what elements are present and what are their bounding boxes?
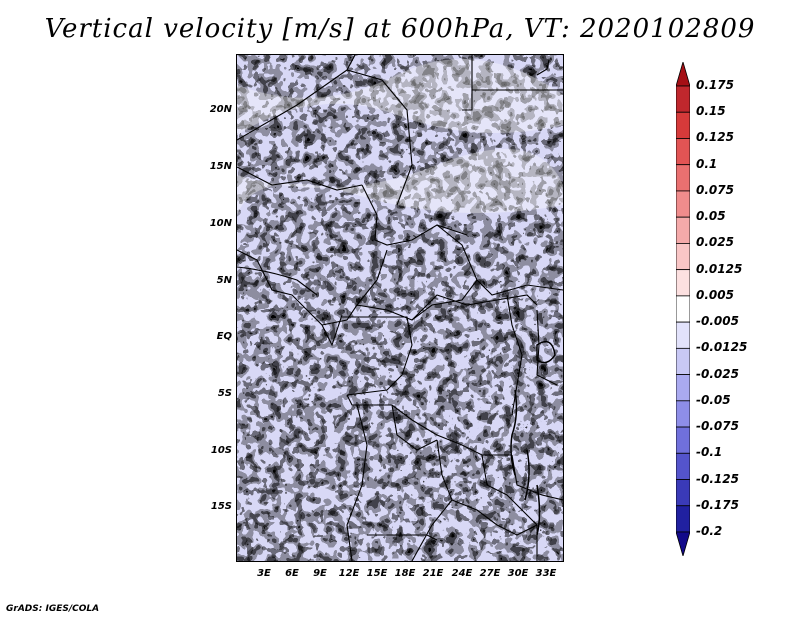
lon-label-30e: 30E (507, 568, 529, 579)
lon-label-15e: 15E (366, 568, 388, 579)
colorbar-bin (676, 216, 690, 244)
lon-label-18e: 18E (394, 568, 416, 579)
colorbar-bottom-arrow (676, 531, 690, 556)
lat-label-5n: 5N (216, 275, 232, 286)
colorbar-bin (676, 347, 690, 375)
lat-label-eq: EQ (216, 331, 232, 342)
colorbar (676, 62, 690, 556)
colorbar-bin (676, 505, 690, 533)
colorbar-level-label: -0.0125 (696, 340, 748, 355)
map-canvas (237, 55, 563, 561)
colorbar-bin (676, 426, 690, 454)
colorbar-level-label: -0.075 (696, 419, 739, 434)
colorbar-top-arrow (676, 62, 690, 87)
colorbar-level-label: -0.005 (696, 314, 739, 329)
lon-label-24e: 24E (451, 568, 473, 579)
colorbar-level-label: -0.1 (696, 445, 723, 460)
colorbar-level-label: 0.075 (696, 182, 734, 197)
colorbar-level-label: 0.025 (696, 235, 734, 250)
colorbar-bin (676, 321, 690, 349)
lat-label-20n: 20N (209, 104, 232, 115)
colorbar-bin (676, 452, 690, 480)
colorbar-bin (676, 164, 690, 192)
lon-label-3e: 3E (257, 568, 271, 579)
lat-label-10n: 10N (209, 218, 232, 229)
colorbar-level-label: -0.025 (696, 366, 739, 381)
colorbar-bin (676, 85, 690, 113)
colorbar-bin (676, 190, 690, 218)
colorbar-level-label: -0.2 (696, 524, 723, 538)
colorbar-level-label: -0.175 (696, 497, 739, 512)
colorbar-level-label: 0.0125 (696, 261, 743, 276)
colorbar-bin (676, 243, 690, 271)
lon-label-6e: 6E (285, 568, 299, 579)
lon-label-33e: 33E (535, 568, 557, 579)
colorbar-level-label: 0.175 (696, 78, 734, 92)
lat-label-15s: 15S (210, 501, 232, 512)
colorbar-bin (676, 111, 690, 139)
lon-label-21e: 21E (422, 568, 444, 579)
colorbar-bin (676, 295, 690, 323)
colorbar-level-label: 0.1 (696, 156, 718, 171)
colorbar-level-label: 0.005 (696, 287, 734, 302)
vertical-velocity-map (236, 54, 564, 562)
lon-label-9e: 9E (313, 568, 327, 579)
lon-label-27e: 27E (479, 568, 501, 579)
colorbar-level-label: -0.05 (696, 392, 731, 407)
colorbar-bin (676, 269, 690, 297)
lat-label-15n: 15N (209, 161, 232, 172)
colorbar-level-label: -0.125 (696, 471, 739, 486)
colorbar-level-label: 0.05 (696, 209, 726, 224)
grads-credit: GrADS: IGES/COLA (6, 604, 100, 614)
map-title: Vertical velocity [m/s] at 600hPa, VT: 2… (44, 14, 756, 44)
colorbar-bin (676, 479, 690, 507)
colorbar-bin (676, 374, 690, 402)
lon-label-12e: 12E (338, 568, 360, 579)
lat-label-10s: 10S (210, 445, 232, 456)
colorbar-bin (676, 138, 690, 166)
colorbar-level-label: 0.125 (696, 130, 734, 145)
colorbar-bin (676, 400, 690, 428)
lat-label-5s: 5S (217, 388, 232, 399)
colorbar-level-label: 0.15 (696, 104, 726, 119)
